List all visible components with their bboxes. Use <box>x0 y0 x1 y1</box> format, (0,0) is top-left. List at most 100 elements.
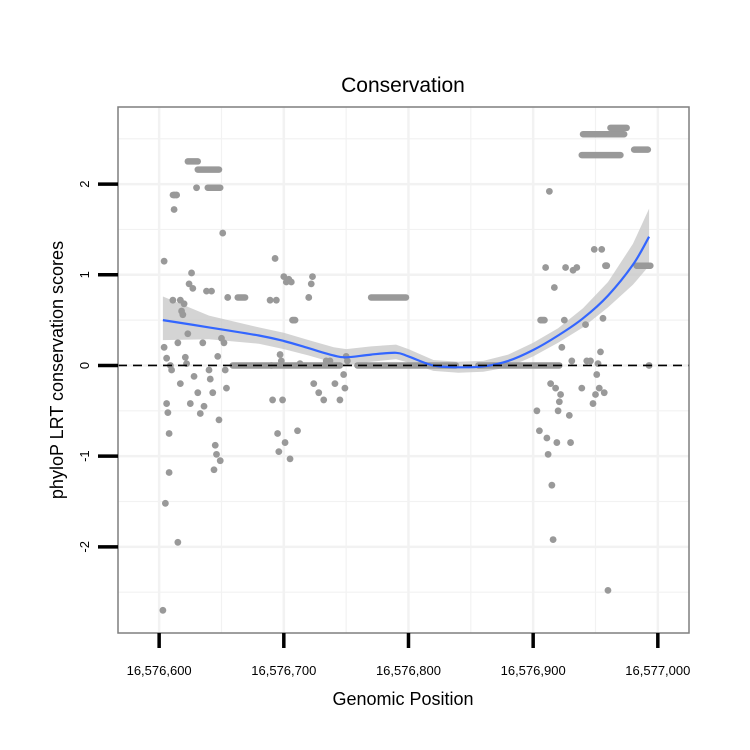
x-tick-label: 16,576,600 <box>127 663 192 678</box>
data-point <box>341 384 349 392</box>
data-point <box>190 372 198 380</box>
y-axis-title: phyloP LRT conservation scores <box>47 241 67 499</box>
data-point <box>189 284 197 292</box>
data-point <box>205 366 213 374</box>
data-point <box>310 380 318 388</box>
data-point <box>174 339 182 347</box>
y-tick-label: 0 <box>77 362 92 369</box>
data-point <box>565 411 573 419</box>
data-point <box>160 257 168 265</box>
data-point <box>592 391 599 398</box>
y-tick-label: -1 <box>77 450 92 462</box>
data-point <box>568 357 576 365</box>
data-point <box>215 416 223 424</box>
data-point <box>599 314 607 322</box>
y-tick-label: 2 <box>77 180 92 187</box>
data-point <box>209 389 217 397</box>
data-point <box>535 427 543 435</box>
data-point <box>170 206 178 213</box>
data-point <box>208 287 215 295</box>
data-point <box>550 284 558 291</box>
data-point <box>340 371 348 378</box>
data-point <box>214 352 222 360</box>
data-point <box>186 400 194 407</box>
data-point <box>554 407 562 415</box>
data-point <box>168 366 176 374</box>
data-point <box>544 450 552 458</box>
x-axis-title: Genomic Position <box>332 689 473 709</box>
data-point <box>600 389 608 397</box>
smooth-line <box>162 236 651 369</box>
data-point <box>206 375 214 383</box>
data-point <box>281 439 289 446</box>
data-point <box>540 316 548 324</box>
data-point <box>560 316 568 324</box>
data-point <box>279 396 286 404</box>
data-point <box>169 296 177 304</box>
data-point <box>159 606 167 614</box>
data-point <box>271 255 279 262</box>
data-point <box>533 407 541 415</box>
data-point <box>275 448 283 456</box>
data-point <box>176 380 184 388</box>
data-point <box>320 396 328 404</box>
data-point <box>545 187 553 195</box>
data-point <box>305 294 313 301</box>
data-point <box>179 311 187 319</box>
data-point <box>165 430 173 437</box>
data-point <box>210 466 218 474</box>
data-point <box>161 499 169 507</box>
data-point <box>552 384 560 392</box>
data-point <box>558 343 566 351</box>
data-point <box>276 351 284 358</box>
data-point <box>224 294 232 301</box>
data-point <box>309 273 316 280</box>
x-tick-label: 16,576,700 <box>251 663 316 678</box>
data-point <box>548 481 556 489</box>
data-point <box>200 402 208 410</box>
data-point <box>199 339 207 347</box>
data-point <box>221 366 229 374</box>
data-point <box>213 450 220 458</box>
data-point <box>573 264 581 271</box>
data-point <box>597 348 604 356</box>
data-point <box>287 278 295 286</box>
data-point <box>542 264 550 271</box>
data-point <box>216 457 224 465</box>
y-axis: -2 -1 0 1 2 <box>77 180 118 553</box>
data-point <box>549 536 557 543</box>
data-point <box>188 269 195 277</box>
data-point <box>165 469 173 476</box>
y-tick-label: 1 <box>77 271 92 278</box>
data-point <box>587 357 594 365</box>
data-point <box>603 262 611 270</box>
data-point <box>604 586 612 594</box>
y-tick-label: -2 <box>77 541 92 553</box>
data-point <box>582 321 589 329</box>
data-point <box>593 371 601 378</box>
data-point <box>578 384 586 392</box>
data-point <box>555 398 563 406</box>
data-point <box>315 389 323 397</box>
data-point <box>336 396 344 404</box>
data-point <box>194 389 202 397</box>
panel-border <box>117 106 690 634</box>
data-point <box>220 339 228 347</box>
data-point <box>184 330 192 338</box>
data-point <box>181 353 189 361</box>
data-point <box>185 280 193 288</box>
data-point <box>553 439 561 446</box>
data-point <box>277 357 285 365</box>
data-point <box>163 400 171 407</box>
data-point <box>274 430 281 437</box>
data-point <box>160 343 168 351</box>
x-tick-label: 16,576,800 <box>376 663 441 678</box>
data-point <box>343 357 351 365</box>
x-tick-label: 16,576,900 <box>501 663 566 678</box>
data-point <box>331 380 339 388</box>
data-point <box>280 273 288 280</box>
data-point <box>272 296 280 304</box>
data-point <box>196 410 204 417</box>
